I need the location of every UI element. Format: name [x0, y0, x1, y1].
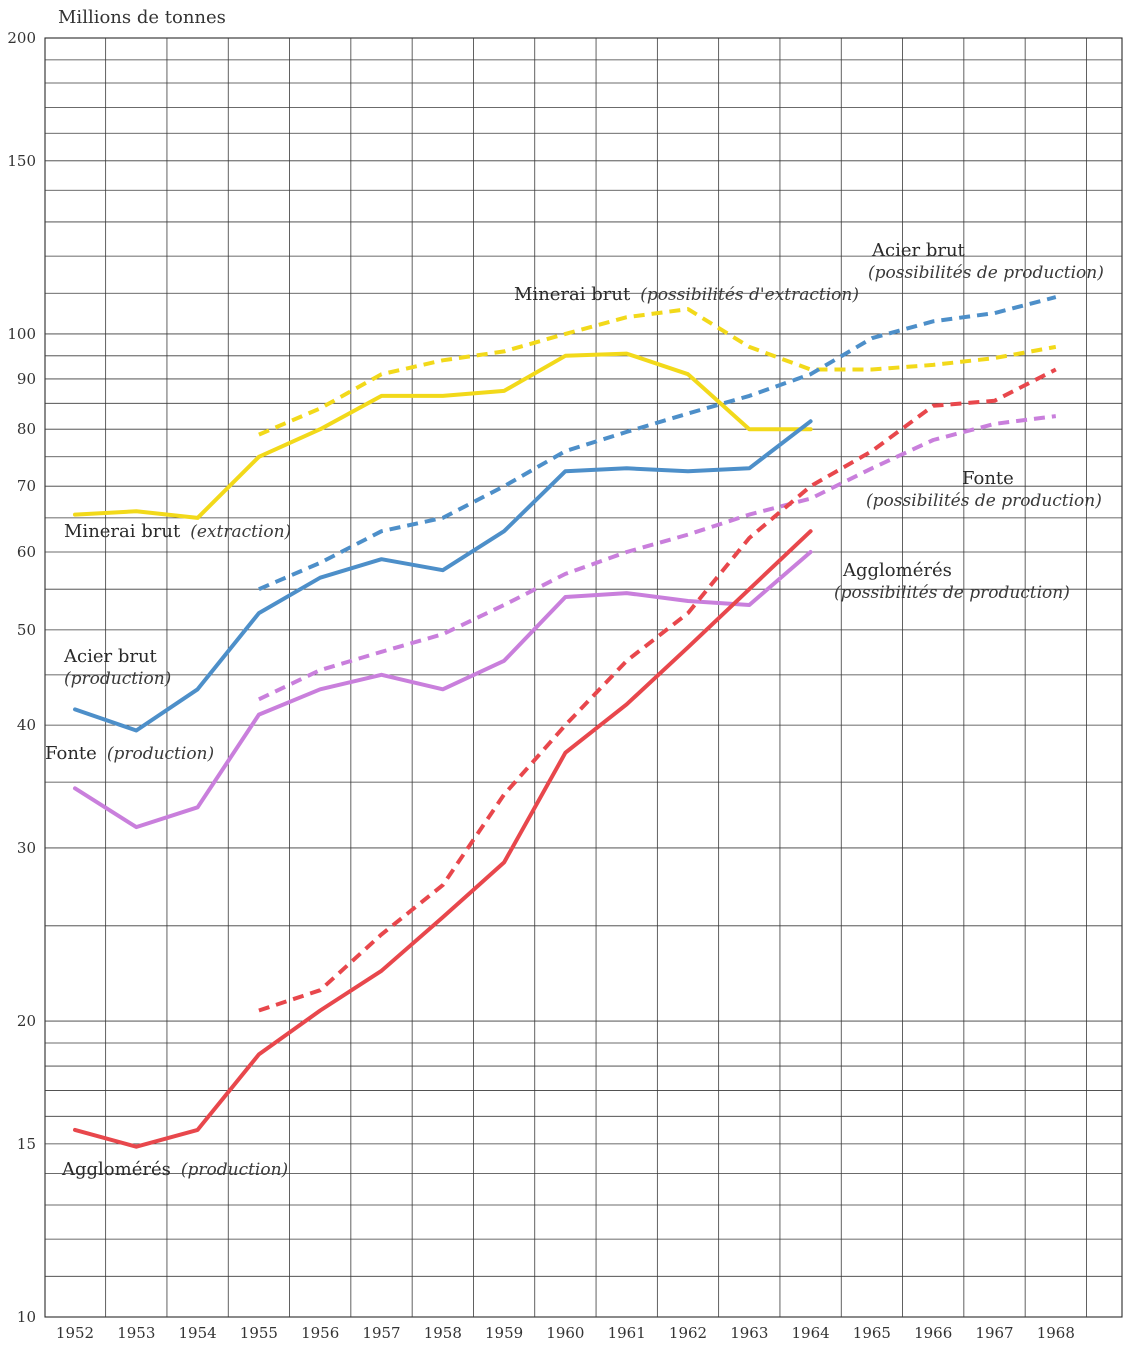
series-line-minerai-extraction [73, 351, 813, 520]
series-line-fonte-production [73, 550, 813, 830]
y-tick-label: 60 [17, 543, 36, 561]
series-label-name: Agglomérés [842, 560, 952, 581]
x-tick-label: 1961 [608, 1324, 646, 1342]
series-label-acier-production: Acier brut(production) [63, 646, 171, 689]
y-tick-label: 100 [7, 325, 36, 343]
series-label-qualifier: (production) [107, 744, 214, 764]
grid [44, 37, 1123, 1318]
series-label-qualifier: (possibilités de production) [868, 263, 1104, 283]
plot-frame [44, 37, 1123, 1318]
series-label-acier-possibilites: Acier brut(possibilités de production) [868, 240, 1104, 283]
y-tick-label: 40 [17, 716, 36, 734]
tick-labels: 200 150 100 90 80 70 60 50 40 30 20 15 10 1952 1953 195… [7, 29, 1075, 1342]
series-label-qualifier: (extraction) [190, 522, 291, 542]
series-line-acier-production [73, 419, 813, 733]
y-tick-label: 50 [17, 621, 36, 639]
series-label-name: Agglomérés [61, 1159, 171, 1180]
y-tick-label: 150 [7, 152, 36, 170]
series-label-agglomeres-possibilites: Agglomérés(possibilités de production) [834, 560, 1070, 603]
series-label-name: Fonte [962, 468, 1014, 489]
y-tick-label: 10 [17, 1308, 36, 1326]
series-label-minerai-possibilites: Minerai brut (possibilités d'extraction) [514, 284, 859, 305]
series-line-acier-possibilites [258, 295, 1057, 592]
y-tick-label: 80 [17, 420, 36, 438]
x-tick-label: 1967 [975, 1324, 1013, 1342]
x-tick-label: 1952 [56, 1324, 94, 1342]
x-tick-label: 1962 [669, 1324, 707, 1342]
series-label-name: Fonte [45, 743, 97, 764]
series-label-fonte-possibilites: Fonte(possibilités de production) [866, 468, 1102, 511]
x-tick-label: 1953 [117, 1324, 155, 1342]
series-label-name: Minerai brut [514, 284, 631, 305]
series-line-minerai-possibilites [258, 307, 1057, 437]
series-label-qualifier: (production) [181, 1160, 288, 1180]
series-label-minerai-extraction: Minerai brut (extraction) [64, 521, 291, 542]
y-tick-label: 70 [17, 477, 36, 495]
series-label-qualifier: (production) [64, 669, 171, 689]
x-tick-label: 1963 [730, 1324, 768, 1342]
series-line-agglomeres-possibilites [258, 367, 1057, 1013]
x-tick-label: 1954 [179, 1324, 217, 1342]
series-lines [73, 295, 1057, 1149]
x-tick-label: 1958 [424, 1324, 462, 1342]
y-tick-label: 200 [7, 29, 36, 47]
series-label-qualifier: (possibilités de production) [866, 491, 1102, 511]
y-tick-label: 90 [17, 370, 36, 388]
x-tick-label: 1956 [301, 1324, 339, 1342]
series-label-name: Acier brut [871, 240, 966, 261]
x-tick-label: 1955 [240, 1324, 278, 1342]
y-tick-label: 20 [17, 1012, 36, 1030]
x-tick-label: 1960 [546, 1324, 584, 1342]
series-labels: Minerai brut (extraction) Minerai brut (pos… [45, 240, 1104, 1180]
x-tick-label: 1957 [362, 1324, 400, 1342]
y-tick-label: 15 [17, 1135, 36, 1153]
series-line-agglomeres-production [73, 529, 813, 1149]
series-label-qualifier: (possibilités de production) [834, 583, 1070, 603]
series-label-name: Acier brut [63, 646, 158, 667]
x-tick-label: 1959 [485, 1324, 523, 1342]
x-tick-label: 1965 [853, 1324, 891, 1342]
series-label-agglomeres-production: Agglomérés (production) [61, 1159, 288, 1180]
x-tick-label: 1966 [914, 1324, 952, 1342]
y-axis-unit-label: Millions de tonnes [58, 7, 226, 28]
series-label-name: Minerai brut [64, 521, 181, 542]
series-label-qualifier: (possibilités d'extraction) [640, 285, 859, 305]
y-tick-label: 30 [17, 839, 36, 857]
x-tick-label: 1964 [792, 1324, 830, 1342]
series-label-fonte-production: Fonte (production) [45, 743, 214, 764]
x-tick-label: 1968 [1037, 1324, 1075, 1342]
